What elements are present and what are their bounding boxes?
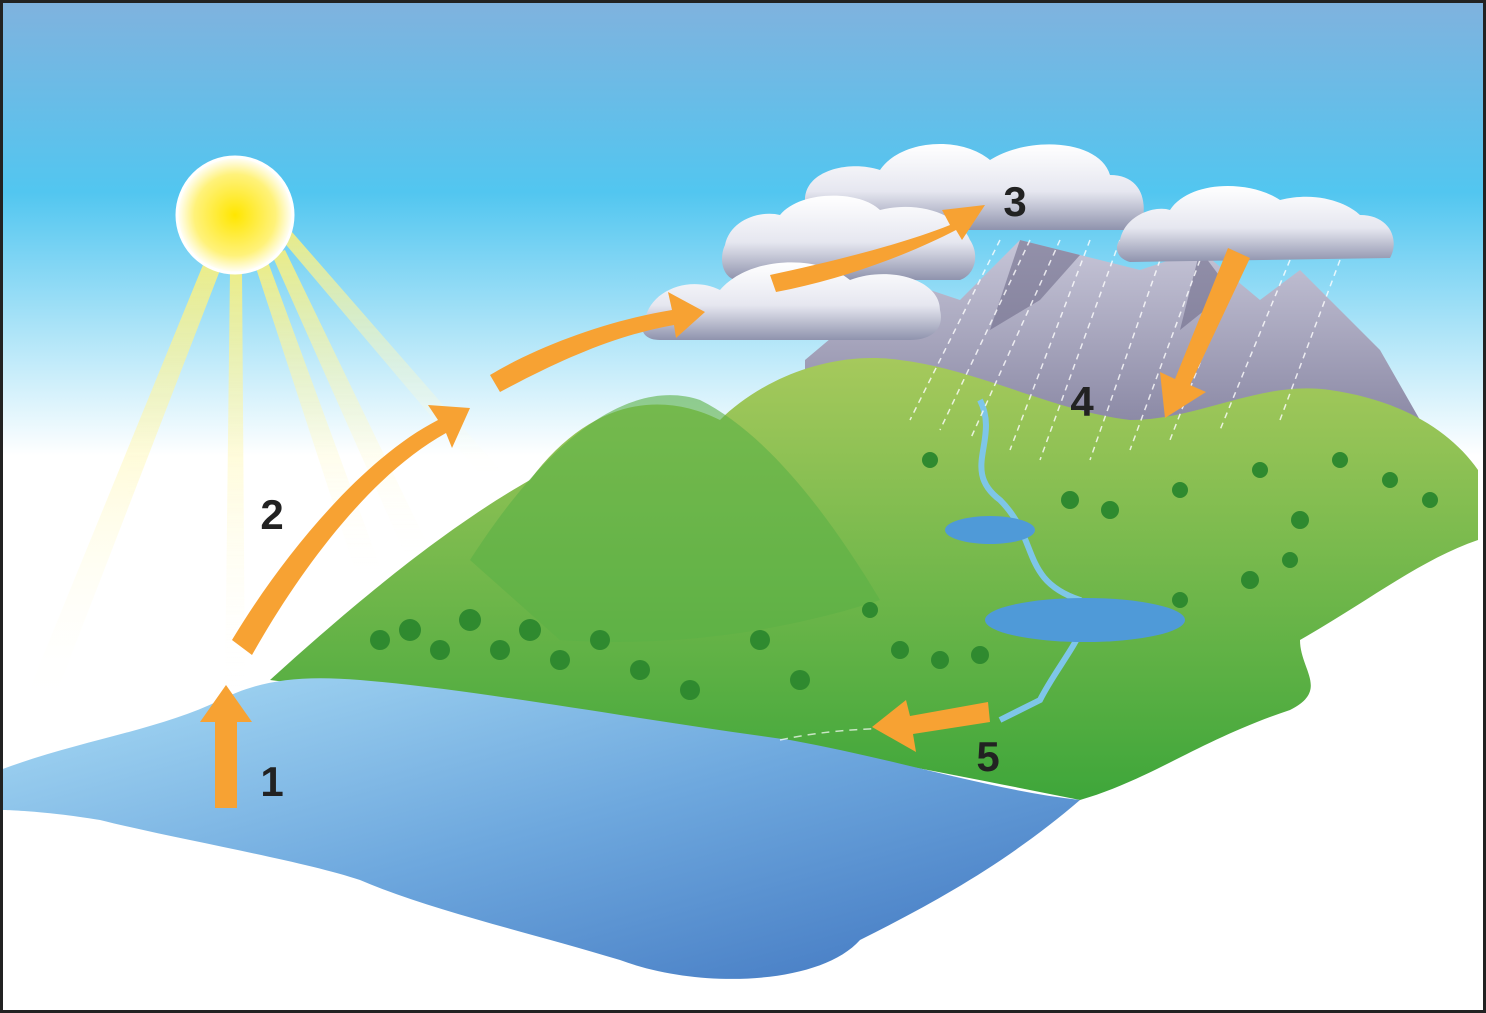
step-label: 2 xyxy=(260,491,283,538)
step-label: 4 xyxy=(1070,378,1094,425)
water-cycle-diagram: 1 2 3 4 5 xyxy=(0,0,1486,1013)
sun xyxy=(177,157,293,273)
step-label: 3 xyxy=(1003,178,1026,225)
step-label: 1 xyxy=(260,758,283,805)
step-label: 5 xyxy=(976,733,999,780)
